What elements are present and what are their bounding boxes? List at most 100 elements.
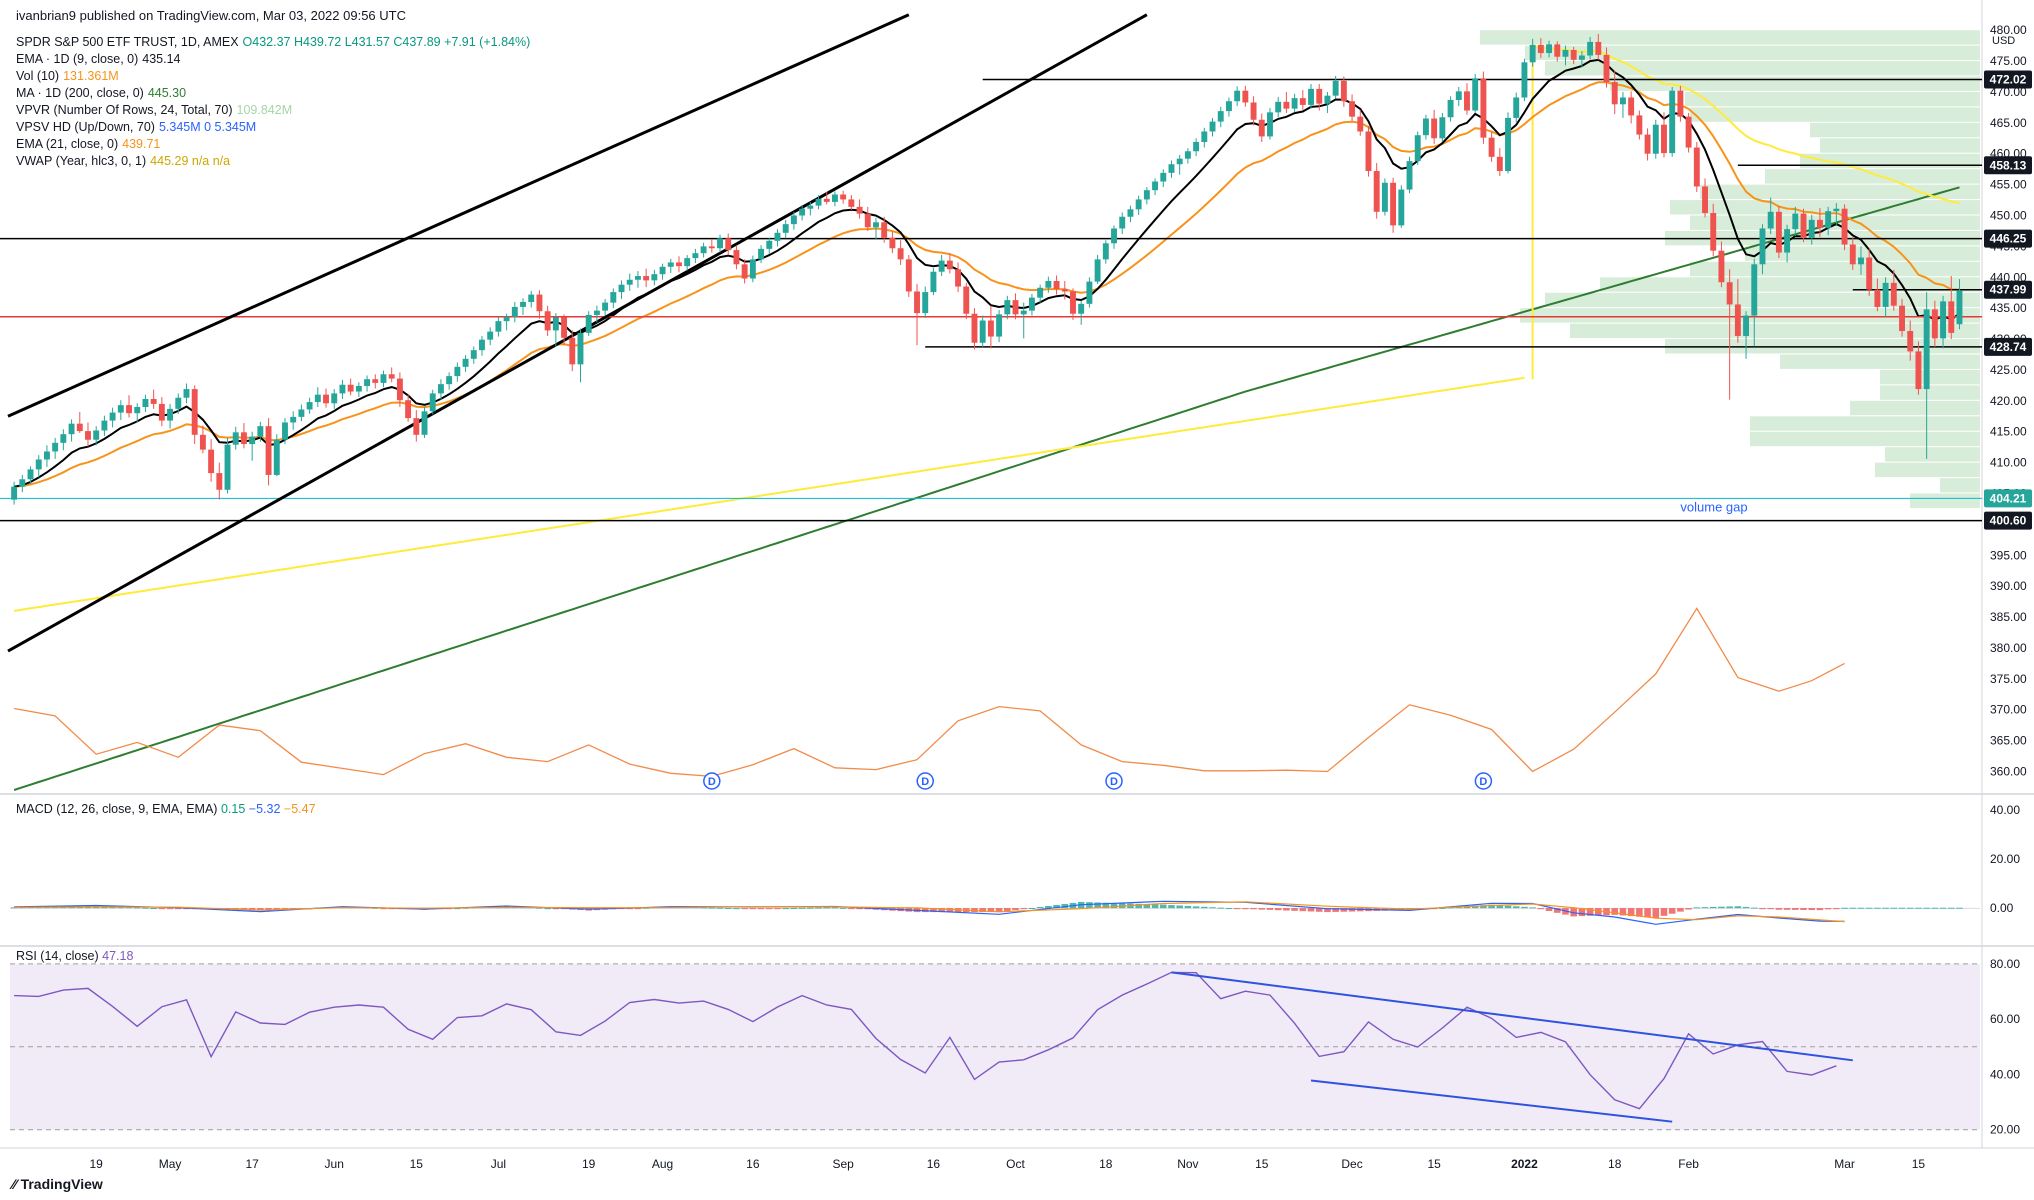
price-badge — [1984, 337, 2032, 356]
candle-body — [1308, 88, 1314, 105]
candle-body — [339, 384, 346, 394]
price-badge — [1984, 156, 2032, 175]
publish-header: ivanbrian9 published on TradingView.com,… — [16, 8, 406, 23]
macd-histogram-bar — [938, 908, 945, 913]
candle-body — [199, 434, 206, 450]
candle-body — [1365, 131, 1372, 172]
date-tick-label: 17 — [245, 1157, 259, 1171]
macd-histogram-bar — [1053, 904, 1060, 909]
macd-histogram-bar — [1291, 908, 1298, 911]
macd-histogram-bar — [1176, 905, 1183, 909]
candle-body — [1053, 280, 1060, 290]
candle-body — [1447, 99, 1454, 118]
dividend-marker — [1105, 772, 1123, 790]
macd-histogram-bar — [536, 907, 543, 909]
macd-histogram-bar — [1299, 908, 1307, 912]
candle-body — [101, 420, 108, 431]
legend-row-ma200[interactable]: MA · 1D (200, close, 0) 445.30 — [16, 85, 530, 102]
candle-body — [405, 400, 412, 419]
candle-body — [429, 393, 436, 412]
candle-body — [1455, 91, 1462, 100]
legend-value: 445.29 n/a n/a — [150, 154, 231, 168]
macd-histogram-bar — [1931, 907, 1939, 909]
macd-histogram-bar — [634, 908, 642, 910]
macd-histogram-bar — [1020, 908, 1028, 910]
candle-body — [987, 320, 994, 337]
tradingview-logo[interactable]: ⁄⁄ TradingView — [12, 1176, 103, 1192]
macd-histogram-bar — [765, 908, 773, 910]
date-tick-label: Jun — [325, 1157, 344, 1171]
macd-histogram-bar — [1184, 905, 1192, 909]
candle-body — [1037, 287, 1044, 298]
candle-body — [355, 385, 362, 392]
macd-signal-line — [14, 901, 1845, 923]
candle-body — [1644, 134, 1651, 154]
candle-body — [1152, 181, 1159, 191]
dividend-label: D — [708, 776, 716, 788]
candle-body — [708, 246, 715, 249]
candle-body — [249, 436, 256, 445]
candle-body — [1578, 55, 1585, 60]
candle-body — [766, 240, 773, 249]
candle-body — [1570, 49, 1577, 60]
legend-value: 109.842M — [236, 103, 293, 117]
candle-body — [1866, 257, 1873, 290]
macd-histogram-bar — [1595, 908, 1602, 916]
channel-lower-line — [7, 13, 1148, 653]
date-tick-label: 15 — [1912, 1157, 1926, 1171]
candle-body — [1209, 121, 1216, 132]
macd-histogram-bar — [741, 908, 748, 910]
candle-body — [1562, 49, 1569, 57]
macd-histogram-bar — [1652, 908, 1660, 918]
candle-body — [437, 384, 444, 394]
candle-body — [1956, 290, 1963, 325]
rsi-trendline — [1171, 971, 1853, 1062]
candle-body — [1349, 101, 1356, 117]
macd-histogram-bar — [1709, 906, 1717, 909]
macd-histogram-bar — [823, 907, 831, 909]
legend-row-ema9[interactable]: EMA · 1D (9, close, 0) 435.14 — [16, 51, 530, 68]
legend-row-ema21[interactable]: EMA (21, close, 0) 439.71 — [16, 136, 530, 153]
rsi-label: RSI (14, close) — [16, 949, 99, 963]
dividend-marker — [703, 772, 721, 790]
rsi-legend[interactable]: RSI (14, close) 47.18 — [16, 949, 133, 963]
macd-histogram-bar — [724, 907, 732, 909]
candle-body — [1923, 309, 1930, 390]
macd-histogram-bar — [1849, 907, 1857, 909]
candle-body — [495, 321, 502, 332]
candle-body — [1587, 41, 1594, 56]
candle-body — [1661, 124, 1667, 154]
candle-body — [643, 276, 650, 281]
price-tick-label: 450.00 — [1990, 209, 2027, 223]
candle-body — [823, 198, 830, 202]
date-tick-label: 16 — [746, 1157, 760, 1171]
vpvr-bar — [1820, 138, 1980, 153]
legend-row-vol[interactable]: Vol (10) 131.361M — [16, 68, 530, 85]
candle-body — [593, 310, 600, 315]
price-badge-label: 446.25 — [1990, 232, 2027, 246]
candle-body — [1111, 228, 1117, 244]
candle-body — [1045, 280, 1052, 288]
legend-row-symbol[interactable]: SPDR S&P 500 ETF TRUST, 1D, AMEX O432.37 … — [16, 34, 530, 51]
macd-histogram-bar — [1792, 908, 1799, 910]
candle-body — [741, 264, 748, 279]
price-badge-label: 428.74 — [1990, 340, 2027, 354]
candle-body — [610, 292, 617, 303]
candle-body — [758, 248, 765, 260]
legend-value: 131.361M — [63, 69, 119, 83]
candle-body — [1381, 182, 1388, 212]
legend-label: SPDR S&P 500 ETF TRUST, 1D, AMEX — [16, 35, 239, 49]
macd-histogram-bar — [1307, 908, 1315, 912]
macd-legend[interactable]: MACD (12, 26, close, 9, EMA, EMA) 0.15 −… — [16, 802, 316, 816]
macd-histogram-bar — [1488, 904, 1495, 909]
vpvr-bar — [1480, 30, 1980, 45]
macd-histogram-bar — [856, 908, 863, 910]
candle-body — [864, 213, 871, 228]
legend-row-vwap[interactable]: VWAP (Year, hlc3, 0, 1) 445.29 n/a n/a — [16, 153, 530, 170]
legend-row-vpvr[interactable]: VPVR (Number Of Rows, 24, Total, 70) 109.… — [16, 102, 530, 119]
candle-body — [1119, 216, 1126, 229]
macd-histogram-bar — [979, 908, 986, 913]
legend-row-vpsv[interactable]: VPSV HD (Up/Down, 70) 5.345M 0 5.345M — [16, 119, 530, 136]
macd-histogram-bar — [1775, 908, 1783, 910]
